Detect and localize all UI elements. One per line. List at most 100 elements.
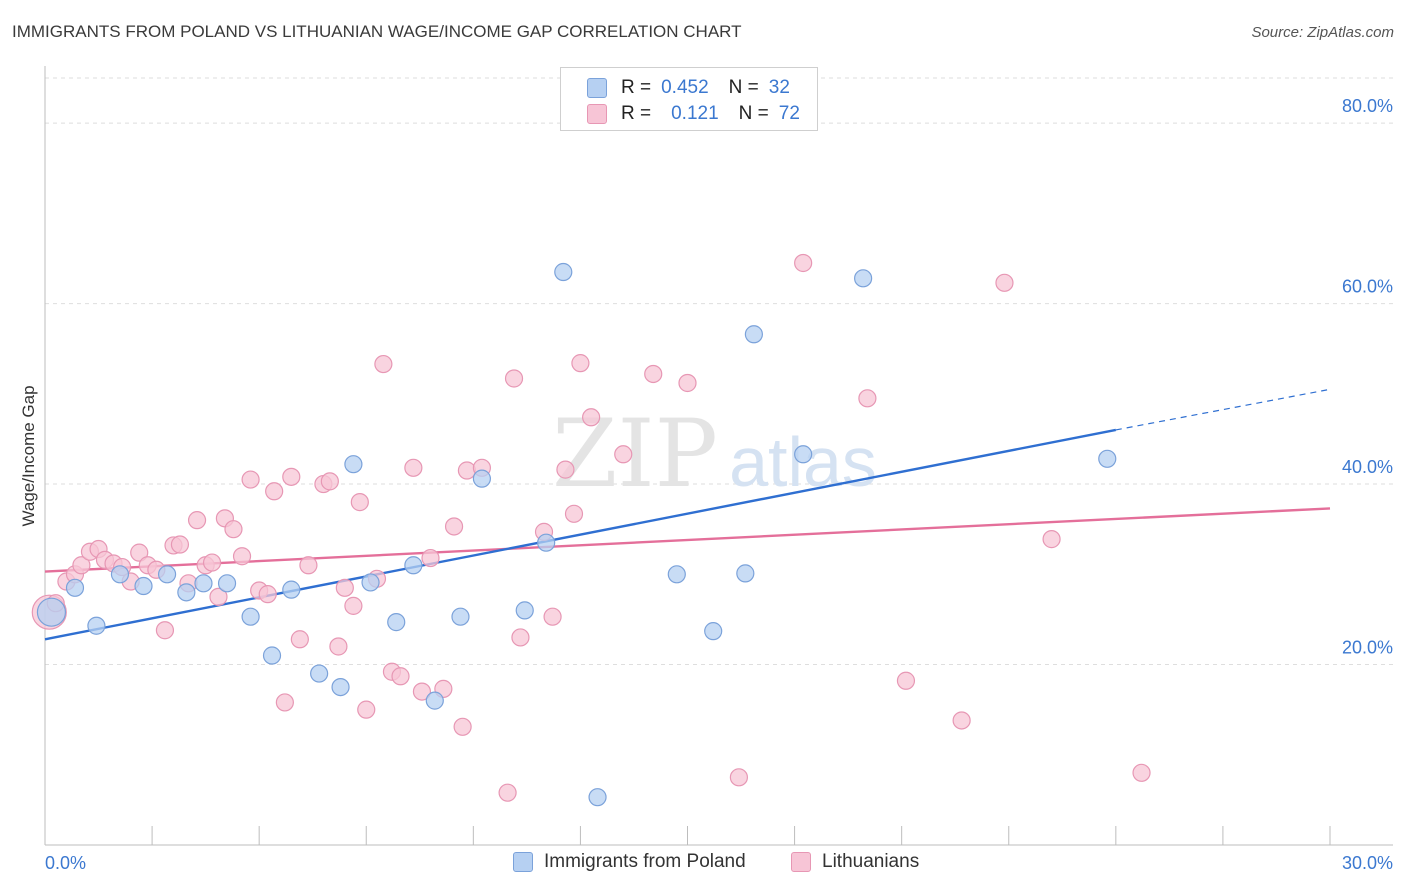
point-lithuanians [614, 445, 633, 464]
gridlines [45, 77, 1393, 666]
point-lithuanians [952, 711, 971, 730]
point-poland [537, 533, 556, 552]
legend-n-value-poland: 32 [768, 77, 790, 98]
point-lithuanians [412, 682, 432, 701]
legend-item-poland[interactable]: Immigrants from Poland [513, 851, 746, 873]
point-lithuanians [511, 628, 530, 647]
chart-title: IMMIGRANTS FROM POLAND VS LITHUANIAN WAG… [12, 22, 742, 41]
legend-row-lithuanians: R = 0.121 N = 72 [587, 101, 800, 127]
point-lithuanians [329, 637, 348, 656]
point-lithuanians [582, 408, 601, 427]
point-poland [310, 664, 329, 683]
point-poland [554, 262, 573, 282]
point-poland [387, 613, 406, 632]
point-poland [472, 469, 491, 488]
point-lithuanians [644, 364, 663, 384]
point-poland [404, 556, 423, 575]
point-lithuanians [320, 472, 339, 491]
legend-swatch-poland [513, 852, 533, 872]
data-points [31, 253, 1151, 807]
legend-n-value-lithuanians: 72 [778, 103, 800, 124]
point-lithuanians [357, 700, 376, 719]
legend-n-label: N = [728, 77, 759, 98]
point-lithuanians [391, 667, 410, 686]
legend-swatch-poland [587, 78, 607, 98]
point-poland [217, 574, 237, 593]
legend-item-lithuanians[interactable]: Lithuanians [791, 851, 919, 873]
point-poland [704, 622, 723, 641]
point-poland [262, 646, 282, 665]
point-poland [736, 564, 755, 583]
point-lithuanians [265, 482, 284, 501]
series-legend: Immigrants from Poland Lithuanians [0, 851, 1406, 879]
trend-line-lithuanians [44, 507, 1331, 573]
point-lithuanians [344, 596, 363, 615]
point-lithuanians [209, 587, 228, 606]
watermark-zip: ZIP [552, 400, 718, 509]
point-poland [134, 576, 153, 596]
legend-r-label: R = [621, 77, 652, 98]
point-poland [854, 269, 873, 288]
point-lithuanians [299, 556, 318, 575]
point-lithuanians [444, 517, 464, 536]
point-poland [361, 573, 380, 592]
point-lithuanians [155, 621, 175, 640]
point-poland [794, 445, 813, 464]
point-lithuanians [350, 493, 369, 512]
point-lithuanians [290, 630, 309, 649]
legend-r-label: R = [621, 103, 652, 124]
point-lithuanians [995, 273, 1014, 292]
point-lithuanians [794, 253, 813, 273]
point-lithuanians [498, 783, 517, 802]
point-poland [194, 574, 213, 593]
point-lithuanians [729, 768, 749, 787]
trend-line-poland-extension [1115, 388, 1331, 431]
point-lithuanians [241, 470, 260, 489]
point-poland [1098, 449, 1117, 468]
y-tick-label: 20.0% [1342, 638, 1393, 658]
correlation-legend: R = 0.452 N = 32 R = 0.121 N = 72 [560, 67, 818, 131]
point-lithuanians [232, 547, 252, 566]
point-lithuanians [678, 373, 697, 393]
point-poland [344, 455, 363, 474]
point-lithuanians [275, 693, 294, 712]
point-poland [515, 601, 534, 620]
point-lithuanians [130, 543, 149, 562]
point-lithuanians [404, 458, 423, 477]
point-lithuanians [556, 460, 575, 479]
point-lithuanians [258, 585, 277, 604]
point-poland [744, 325, 763, 344]
point-lithuanians [335, 578, 354, 597]
legend-r-value-lithuanians: 0.121 [671, 103, 719, 124]
point-poland [110, 565, 130, 584]
axes: 20.0% 40.0% 60.0% 80.0% 0.0% 30.0% [44, 66, 1393, 873]
point-lithuanians [1042, 530, 1061, 549]
point-lithuanians [224, 520, 243, 539]
legend-r-value-poland: 0.452 [661, 77, 709, 98]
legend-row-poland: R = 0.452 N = 32 [587, 75, 790, 101]
point-lithuanians [374, 354, 393, 374]
x-tick-label: 0.0% [45, 853, 86, 873]
y-tick-label: 80.0% [1342, 96, 1393, 116]
point-poland [667, 565, 686, 584]
point-poland [588, 788, 607, 807]
point-lithuanians [457, 461, 477, 480]
point-poland [241, 607, 260, 626]
point-poland [36, 597, 67, 627]
point-lithuanians [571, 354, 590, 373]
point-lithuanians [202, 553, 222, 572]
point-lithuanians [1132, 763, 1151, 782]
point-lithuanians [170, 535, 190, 554]
y-axis-label: Wage/Income Gap [19, 385, 38, 526]
point-lithuanians [282, 467, 301, 486]
point-poland [177, 583, 196, 602]
point-lithuanians [543, 607, 562, 626]
x-tick-label: 30.0% [1342, 853, 1393, 873]
point-lithuanians [896, 671, 916, 690]
legend-label-lithuanians: Lithuanians [822, 851, 920, 872]
legend-n-label: N = [738, 103, 769, 124]
point-poland [282, 580, 301, 599]
point-lithuanians [421, 548, 440, 568]
legend-swatch-lithuanians [587, 104, 607, 124]
